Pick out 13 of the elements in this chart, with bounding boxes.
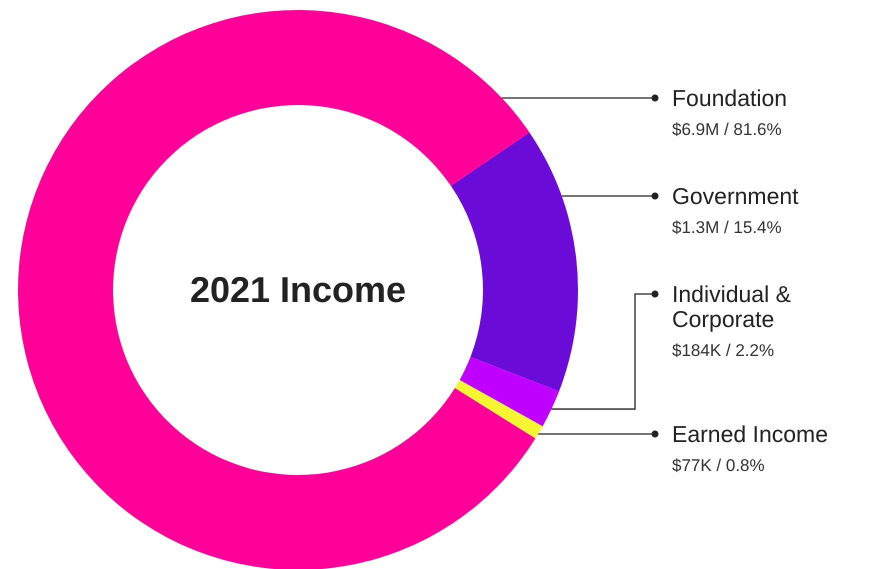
slice-label: Foundation <box>672 85 788 111</box>
donut-slice <box>454 380 543 438</box>
donut-slice <box>450 132 578 392</box>
text: 2021 Income <box>190 269 406 310</box>
donut-slice <box>18 10 536 569</box>
data-label: $1.3M / 15.4% <box>672 218 782 237</box>
data-label: $77K / 0.8% <box>672 456 765 475</box>
donut-slice <box>460 356 560 426</box>
slice-label: Government <box>672 183 800 209</box>
slice-label: Individual & Corporate <box>672 281 791 332</box>
data-label: $184K / 2.2% <box>672 341 774 360</box>
slice-label: Earned Income <box>672 421 828 447</box>
data-label: $6.9M / 81.6% <box>672 120 782 139</box>
